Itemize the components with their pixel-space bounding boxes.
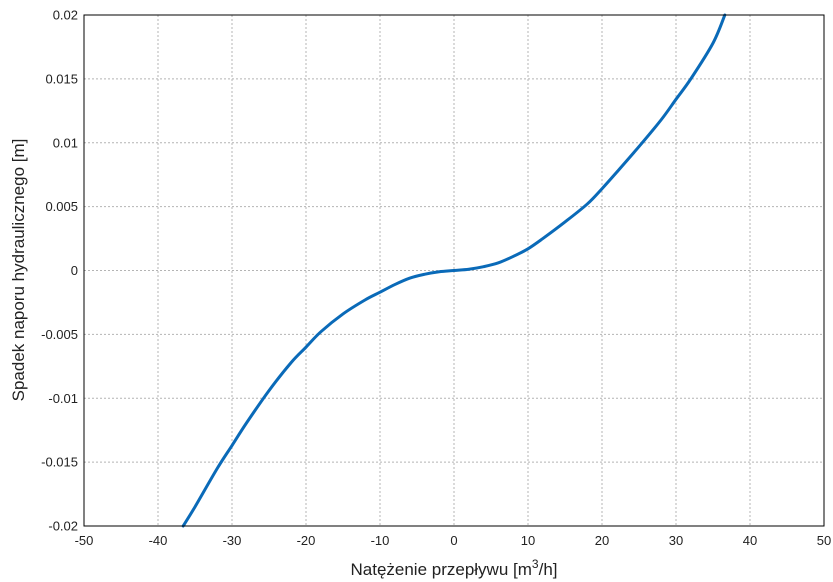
x-tick-label: -50: [75, 533, 94, 548]
y-tick-label: -0.005: [41, 327, 78, 342]
y-tick-label: -0.01: [48, 391, 78, 406]
x-tick-label: 40: [743, 533, 757, 548]
x-tick-label: 0: [450, 533, 457, 548]
y-tick-label: 0.01: [53, 135, 78, 150]
x-axis-ticks: -50 -40 -30 -20 -10 0 10 20 30 40 50: [75, 533, 832, 548]
y-tick-label: -0.015: [41, 455, 78, 470]
x-tick-label: -40: [149, 533, 168, 548]
x-tick-label: 50: [817, 533, 831, 548]
series-line: [181, 13, 727, 528]
x-axis-title: Natężenie przepływu [m3/h]: [350, 557, 557, 579]
x-tick-label: 20: [595, 533, 609, 548]
y-tick-label: -0.02: [48, 519, 78, 534]
x-tick-label: -10: [371, 533, 390, 548]
x-tick-label: -30: [223, 533, 242, 548]
x-tick-label: -20: [297, 533, 316, 548]
plot-frame: [83, 14, 825, 527]
y-tick-label: 0.005: [45, 199, 78, 214]
y-tick-label: 0: [71, 263, 78, 278]
y-axis-title: Spadek naporu hydraulicznego [m]: [9, 139, 28, 402]
y-axis-ticks: -0.02 -0.015 -0.01 -0.005 0 0.005 0.01 0.015 0.0…: [41, 8, 78, 534]
x-tick-label: 10: [521, 533, 535, 548]
y-tick-label: 0.015: [45, 71, 78, 86]
x-tick-label: 30: [669, 533, 683, 548]
y-tick-label: 0.02: [53, 8, 78, 23]
